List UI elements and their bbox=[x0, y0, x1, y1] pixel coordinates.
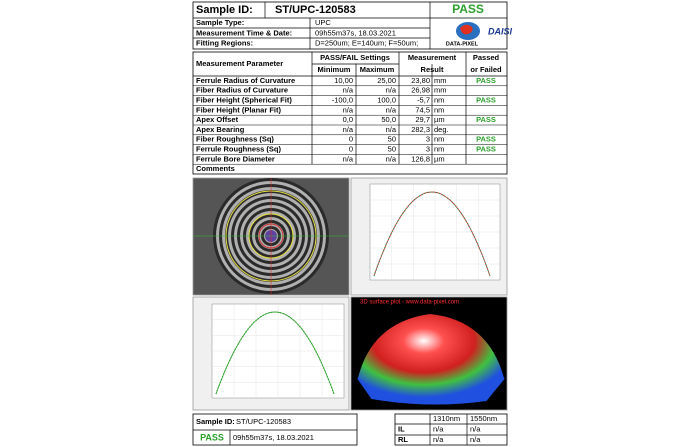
text: 09h55m37s, 18.03.2021 bbox=[233, 433, 314, 442]
text: PASS bbox=[476, 95, 496, 104]
text: 0 bbox=[349, 135, 353, 144]
text: Fiber Height (Planar Fit) bbox=[196, 105, 282, 114]
frame bbox=[394, 413, 508, 446]
text: 23,80 bbox=[411, 76, 430, 85]
text: Sample ID: bbox=[196, 4, 253, 16]
text: Measurement bbox=[408, 53, 457, 62]
text: Ferrule Roughness (Sq) bbox=[196, 144, 282, 153]
text: nm bbox=[434, 95, 444, 104]
text: -100,0 bbox=[332, 95, 353, 104]
text: UPC bbox=[315, 18, 331, 27]
text: n/a bbox=[386, 86, 397, 95]
text: n/a bbox=[386, 105, 397, 114]
text: 50 bbox=[388, 144, 396, 153]
text: RL bbox=[398, 435, 408, 444]
text: 3 bbox=[426, 144, 430, 153]
text: 282,3 bbox=[411, 125, 430, 134]
text: n/a bbox=[433, 424, 444, 433]
text: n/a bbox=[470, 435, 481, 444]
text: 100,0 bbox=[377, 95, 396, 104]
text: Ferrule Radius of Curvature bbox=[196, 76, 295, 85]
text: 50 bbox=[388, 135, 396, 144]
text: or Failed bbox=[470, 65, 502, 74]
surface-edge bbox=[357, 377, 505, 405]
text: IL bbox=[398, 424, 405, 433]
text: nm bbox=[434, 105, 444, 114]
frame bbox=[192, 413, 358, 446]
profile-data bbox=[373, 191, 491, 277]
profile-data bbox=[215, 311, 335, 395]
text: Measurement Parameter bbox=[196, 59, 283, 68]
text: nm bbox=[434, 135, 444, 144]
text: n/a bbox=[386, 154, 397, 163]
text: 09h55m37s, 18.03.2021 bbox=[315, 28, 396, 37]
text: Result bbox=[421, 65, 444, 74]
surface bbox=[358, 314, 504, 404]
text: PASS bbox=[452, 2, 484, 16]
text: n/a bbox=[343, 154, 354, 163]
interferogram bbox=[193, 178, 349, 295]
text: PASS bbox=[476, 144, 496, 153]
text: 1310nm bbox=[433, 414, 460, 423]
text: Ferrule Bore Diameter bbox=[196, 154, 275, 163]
frame bbox=[192, 1, 508, 50]
text: Fiber Roughness (Sq) bbox=[196, 135, 274, 144]
text: n/a bbox=[433, 435, 444, 444]
text: ST/UPC-120583 bbox=[236, 417, 291, 426]
text: Sample Type: bbox=[196, 18, 244, 27]
text: 0,0 bbox=[343, 115, 353, 124]
text: 0 bbox=[349, 144, 353, 153]
text: 26,98 bbox=[411, 86, 430, 95]
text: Passed bbox=[473, 53, 500, 62]
text: Fiber Radius of Curvature bbox=[196, 86, 288, 95]
text: 50,0 bbox=[381, 115, 396, 124]
text: -5,7 bbox=[417, 95, 430, 104]
text: n/a bbox=[343, 105, 354, 114]
text: Comments bbox=[196, 164, 235, 173]
text: DAISI bbox=[488, 26, 513, 36]
text: 74,5 bbox=[415, 105, 430, 114]
text: PASS bbox=[476, 76, 496, 85]
logo-land bbox=[460, 24, 473, 35]
text: Apex Bearing bbox=[196, 125, 245, 134]
text: 126,8 bbox=[411, 154, 430, 163]
text: ST/UPC-120583 bbox=[275, 4, 356, 16]
text: Maximum bbox=[360, 65, 395, 74]
text: 3D surface plot - www.data-pixel.com bbox=[360, 300, 459, 306]
text: DATA-PIXEL bbox=[446, 41, 479, 47]
text: n/a bbox=[343, 125, 354, 134]
text: Apex Offset bbox=[196, 115, 239, 124]
text: D=250um; E=140um; F=50um; bbox=[315, 39, 418, 48]
text: n/a bbox=[343, 86, 354, 95]
text: µm bbox=[434, 154, 445, 163]
text: Fiber Height (Spherical Fit) bbox=[196, 95, 292, 104]
text: nm bbox=[434, 144, 444, 153]
text: deg. bbox=[434, 125, 449, 134]
text: 25,00 bbox=[377, 76, 396, 85]
text: PASS bbox=[476, 135, 496, 144]
text: n/a bbox=[386, 125, 397, 134]
text: PASS bbox=[200, 432, 224, 442]
text: Fitting Regions: bbox=[196, 39, 253, 48]
text: n/a bbox=[470, 424, 481, 433]
text: PASS bbox=[476, 115, 496, 124]
frame bbox=[192, 51, 508, 175]
text: Minimum bbox=[318, 65, 351, 74]
text: 10,00 bbox=[334, 76, 353, 85]
text: 1550nm bbox=[470, 414, 497, 423]
text: 29,7 bbox=[415, 115, 430, 124]
text: PASS/FAIL Settings bbox=[320, 53, 390, 62]
text: mm bbox=[434, 76, 447, 85]
text: mm bbox=[434, 86, 447, 95]
text: Sample ID: bbox=[196, 417, 235, 426]
text: 3 bbox=[426, 135, 430, 144]
text: Measurement Time & Date: bbox=[196, 28, 292, 37]
text: µm bbox=[434, 115, 445, 124]
